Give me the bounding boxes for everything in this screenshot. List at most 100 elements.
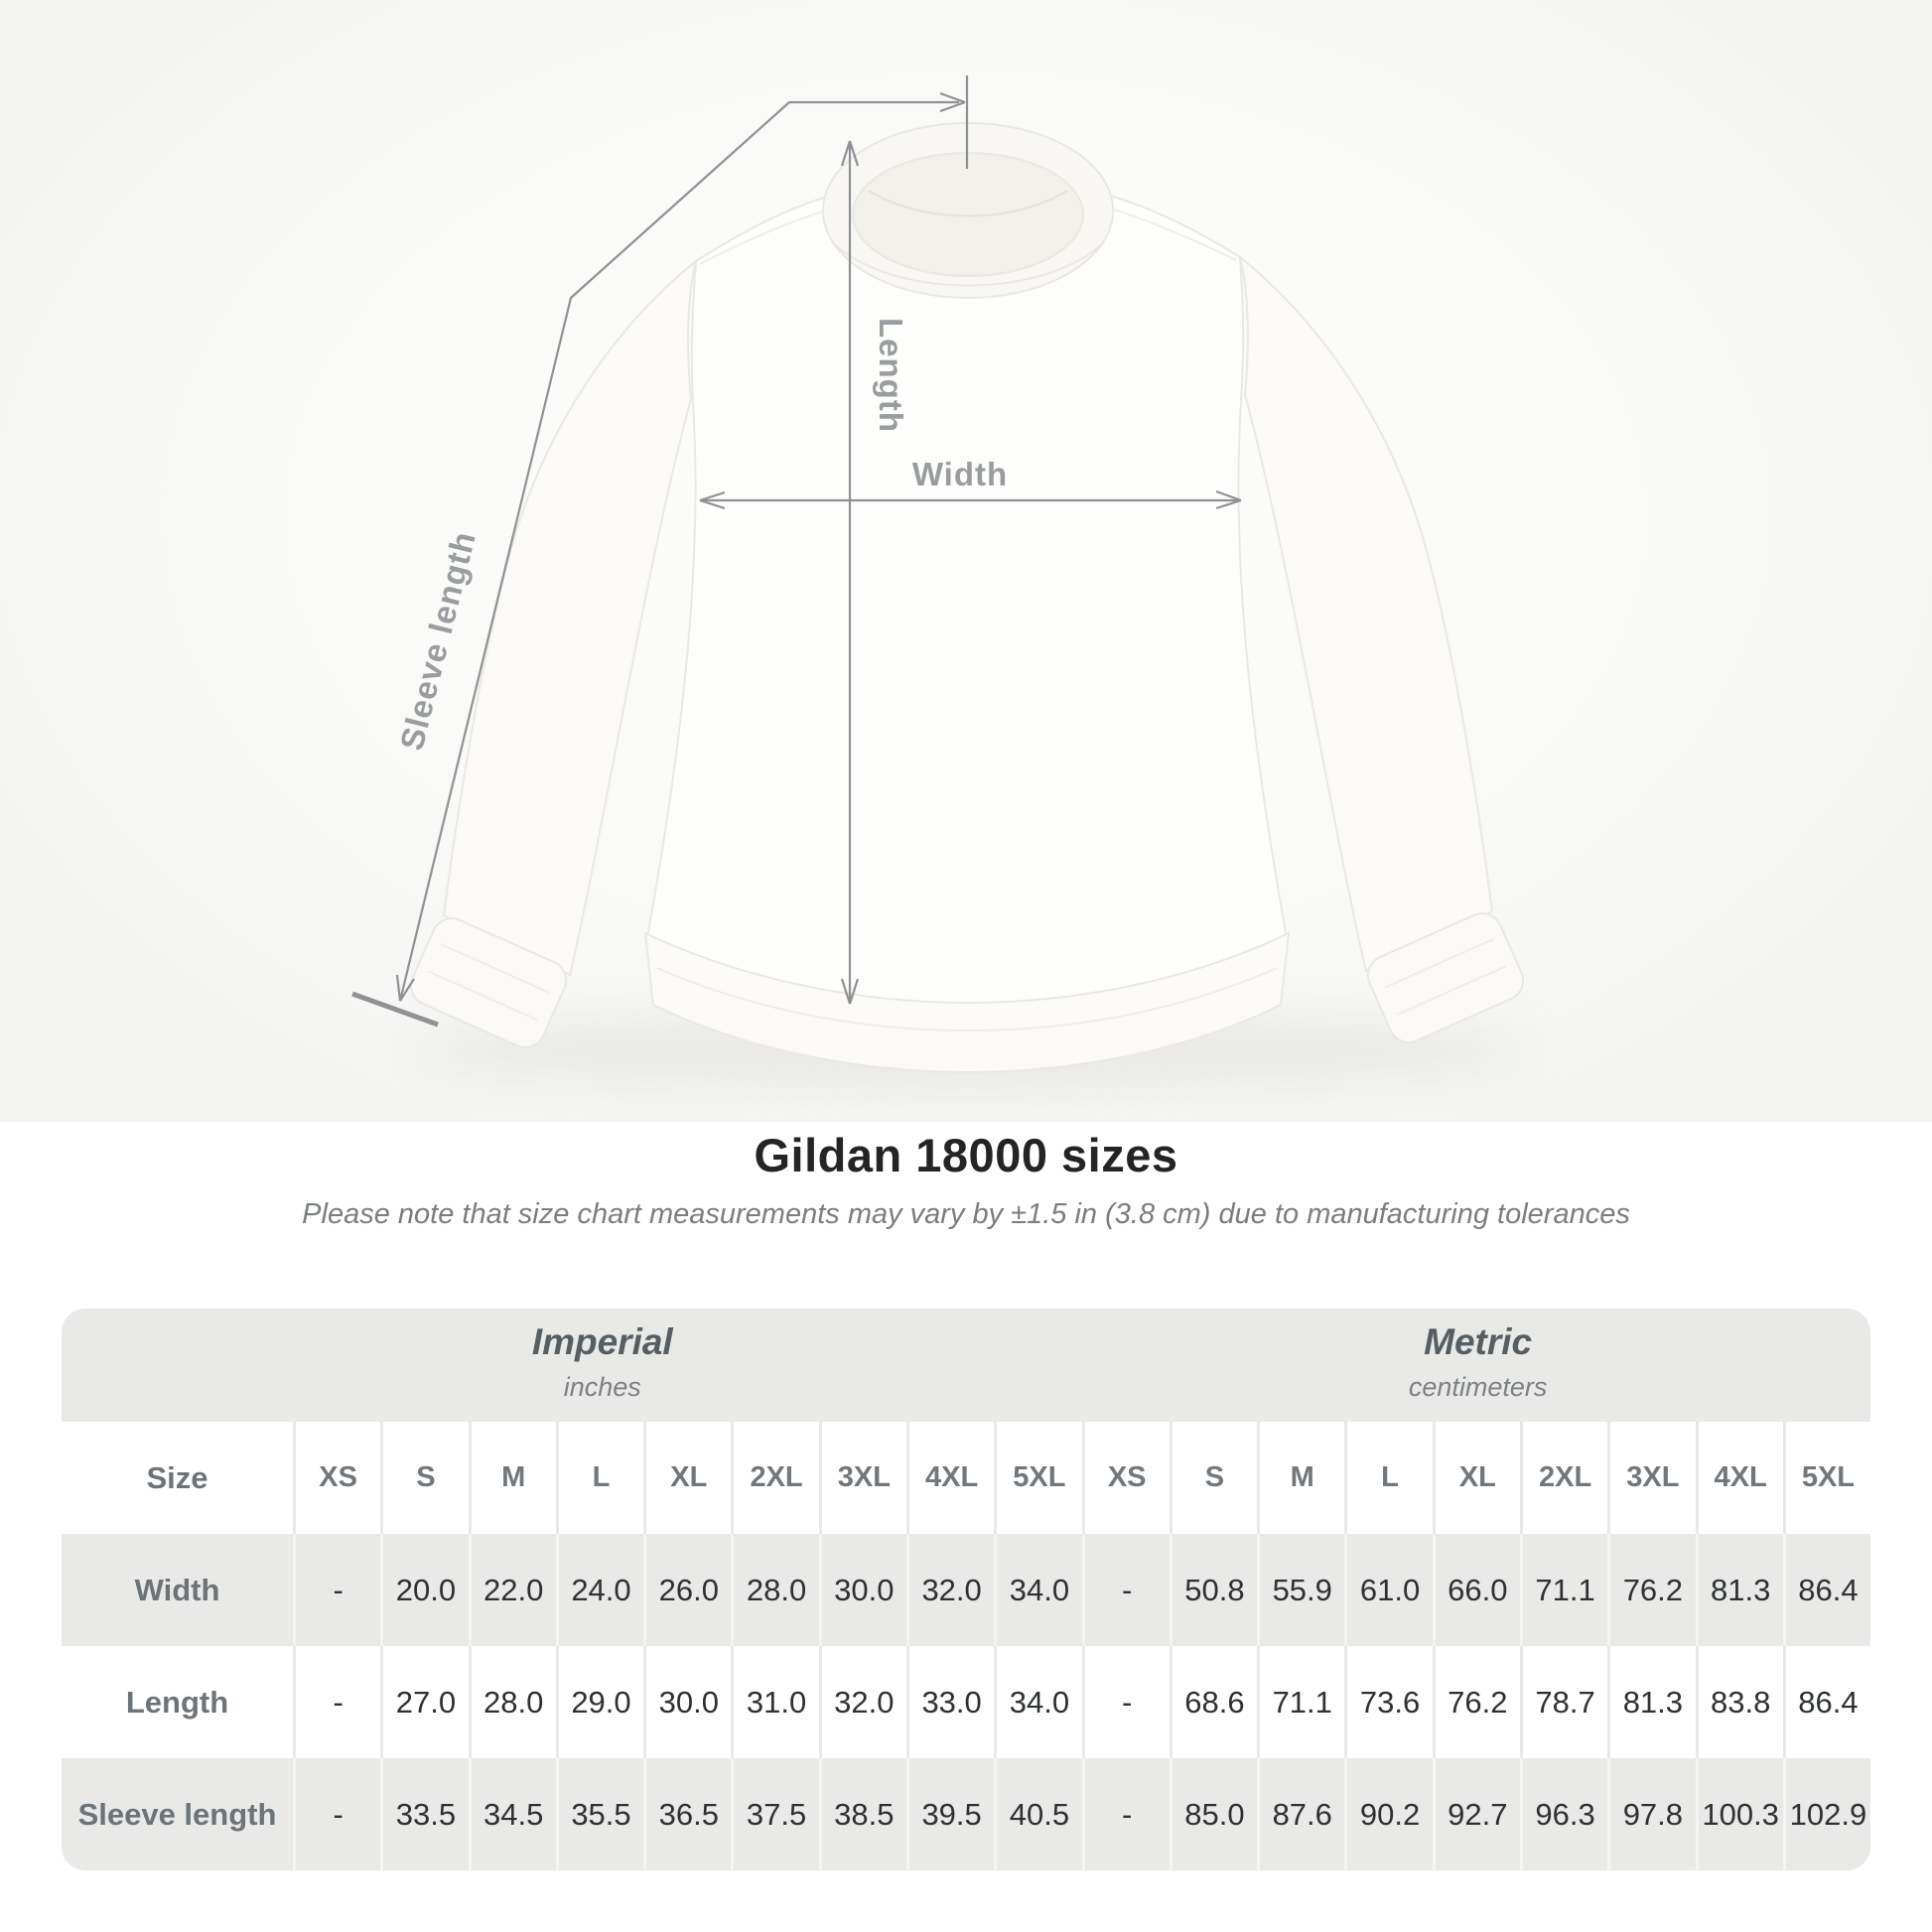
measurement-cell: 27.0: [380, 1646, 468, 1758]
sleeve-length-arrow: [351, 101, 790, 1028]
diagram-width-label: Width: [912, 456, 1008, 492]
size-column-header: M: [468, 1422, 556, 1534]
measurement-cell: 78.7: [1519, 1646, 1607, 1758]
size-header-row: Size XS S M L XL 2XL 3XL 4XL 5XL XS S M L XL 2XL 3XL 4XL…: [62, 1422, 1870, 1534]
measurement-cell: 29.0: [555, 1646, 643, 1758]
measurement-cell: 32.0: [818, 1646, 906, 1758]
size-column-header: L: [555, 1422, 643, 1534]
title-block: Gildan 18000 sizes Please note that size…: [0, 1128, 1932, 1231]
measure-row-1: Length -27.0 28.0 29.0 30.0 31.0 32.0 33.0 34.0…: [62, 1646, 1870, 1758]
size-column-header: 4XL: [905, 1422, 994, 1534]
measurement-cell: 86.4: [1782, 1646, 1870, 1758]
unit-header-band: Imperial inches Metric centimeters: [62, 1309, 1870, 1422]
left-sleeve: [442, 258, 698, 977]
measurement-cell: 28.0: [468, 1646, 556, 1758]
measurement-cell: -: [293, 1758, 380, 1870]
measurement-cell: 30.0: [643, 1646, 731, 1758]
measurement-cell: 34.5: [468, 1758, 556, 1870]
measurement-cell: 24.0: [555, 1534, 643, 1646]
measurement-cell: 34.0: [994, 1646, 1081, 1758]
measurement-cell: 22.0: [468, 1534, 556, 1646]
measurement-cell: 35.5: [555, 1758, 643, 1870]
measurement-cell: 71.1: [1519, 1534, 1607, 1646]
measurement-cell: 76.2: [1607, 1534, 1695, 1646]
measurement-cell: 38.5: [818, 1758, 906, 1870]
measurement-cell: 50.8: [1169, 1534, 1257, 1646]
measurement-cell: 81.3: [1607, 1646, 1695, 1758]
measurement-cell: -: [1081, 1646, 1170, 1758]
size-column-header: 2XL: [731, 1422, 818, 1534]
length-arrow: [840, 140, 860, 1005]
measurement-cell: 20.0: [380, 1534, 468, 1646]
size-column-header: L: [1344, 1422, 1432, 1534]
size-column-header: M: [1257, 1422, 1344, 1534]
right-sleeve: [1238, 254, 1494, 973]
width-arrow: [699, 489, 1242, 510]
size-column-header: 3XL: [1607, 1422, 1695, 1534]
size-column-header: XL: [643, 1422, 731, 1534]
imperial-label: Imperial: [531, 1320, 673, 1362]
measurement-cell: 92.7: [1432, 1758, 1520, 1870]
measurement-cell: -: [1081, 1758, 1170, 1870]
sleeve-top-arrow: [789, 75, 969, 169]
measurement-cell: 28.0: [731, 1534, 818, 1646]
measurement-cell: 81.3: [1695, 1534, 1783, 1646]
size-table: Imperial inches Metric centimeters Size …: [62, 1309, 1870, 1870]
measurement-cell: 32.0: [905, 1534, 994, 1646]
sweatshirt-drawing: [409, 122, 1525, 1074]
measure-row-2: Sleeve length -33.5 34.5 35.5 36.5 37.5 38.5 3…: [62, 1758, 1870, 1870]
measurement-cell: 87.6: [1257, 1758, 1344, 1870]
size-column-header: 5XL: [994, 1422, 1081, 1534]
measurement-cell: -: [293, 1646, 380, 1758]
size-column-header: 5XL: [1782, 1422, 1870, 1534]
size-header-label: Size: [146, 1459, 208, 1495]
row-label-length: Length: [125, 1684, 229, 1720]
measurement-cell: 26.0: [643, 1534, 731, 1646]
measurement-cell: 68.6: [1169, 1646, 1257, 1758]
body-panel: [645, 174, 1289, 1007]
measurement-cell: 83.8: [1695, 1646, 1783, 1758]
imperial-subtitle: inches: [563, 1371, 641, 1402]
measurement-cell: 76.2: [1432, 1646, 1520, 1758]
measurement-cell: -: [293, 1534, 380, 1646]
hem-band: [643, 931, 1291, 1074]
measurement-cell: 36.5: [643, 1758, 731, 1870]
size-column-header: S: [380, 1422, 468, 1534]
metric-label: Metric: [1424, 1320, 1533, 1362]
measurement-cell: 66.0: [1432, 1534, 1520, 1646]
size-column-header: 2XL: [1519, 1422, 1607, 1534]
measure-row-0: Width -20.0 22.0 24.0 26.0 28.0 30.0 32.0 34.0-…: [62, 1534, 1870, 1646]
sweatshirt-diagram: Length Width Sleeve length: [351, 75, 1525, 1092]
measurement-overlay: [351, 75, 1242, 1028]
left-cuff: [409, 917, 568, 1048]
measurement-cell: 39.5: [905, 1758, 994, 1870]
size-column-header: 4XL: [1695, 1422, 1783, 1534]
measurement-cell: 30.0: [818, 1534, 906, 1646]
measurement-cell: 33.5: [380, 1758, 468, 1870]
measurement-cell: 85.0: [1169, 1758, 1257, 1870]
size-column-header: S: [1169, 1422, 1257, 1534]
measurement-cell: 97.8: [1607, 1758, 1695, 1870]
size-column-header: XS: [293, 1422, 380, 1534]
tolerance-note: Please note that size chart measurements…: [302, 1198, 1630, 1230]
measurement-cell: 61.0: [1344, 1534, 1432, 1646]
size-column-header: 3XL: [818, 1422, 906, 1534]
measurement-cell: -: [1081, 1534, 1170, 1646]
row-label-width: Width: [134, 1572, 220, 1607]
measurement-cell: 31.0: [731, 1646, 818, 1758]
right-cuff: [1366, 912, 1525, 1043]
measurement-cell: 55.9: [1257, 1534, 1344, 1646]
measurement-cell: 90.2: [1344, 1758, 1432, 1870]
size-column-header: XL: [1432, 1422, 1520, 1534]
row-label-sleeve-length: Sleeve length: [77, 1796, 277, 1832]
metric-unit-group: Metric centimeters: [1409, 1321, 1548, 1403]
sweatshirt-photo: Length Width Sleeve length: [0, 0, 1932, 1122]
measurement-cell: 34.0: [994, 1534, 1081, 1646]
measurement-cell: 100.3: [1695, 1758, 1783, 1870]
measurement-cell: 96.3: [1519, 1758, 1607, 1870]
measurement-cell: 86.4: [1782, 1534, 1870, 1646]
measurement-cell: 73.6: [1344, 1646, 1432, 1758]
size-column-header: XS: [1081, 1422, 1170, 1534]
collar-opening: [852, 152, 1084, 277]
